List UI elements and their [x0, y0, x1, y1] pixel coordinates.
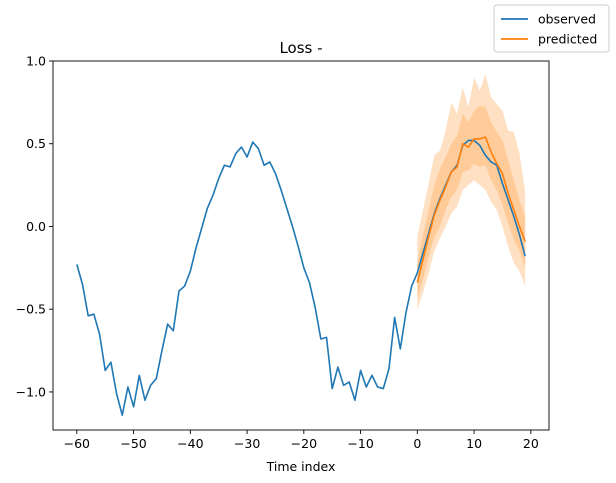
x-tick-label: −20: [291, 436, 317, 451]
chart-title: Loss -: [279, 39, 322, 57]
y-tick-label: 0.5: [26, 136, 46, 151]
x-tick-label: 0: [413, 436, 421, 451]
plot-area: [76, 74, 526, 416]
y-tick-label: 0.0: [26, 219, 46, 234]
legend: observed predicted: [493, 4, 610, 53]
x-tick-label: −60: [64, 436, 90, 451]
axes-frame: [52, 60, 550, 431]
x-tick-label: −30: [234, 436, 260, 451]
y-tick-label: 1.0: [26, 54, 46, 69]
legend-box: [493, 4, 610, 53]
x-tick-label: 10: [466, 436, 482, 451]
y-tick-label: −1.0: [16, 384, 46, 399]
inner-interval-band: [417, 105, 526, 300]
plot-content: [76, 74, 526, 416]
legend-label-observed: observed: [538, 12, 596, 27]
outer-interval-band: [417, 74, 526, 310]
x-tick-label: −50: [120, 436, 146, 451]
x-tick-label: −40: [177, 436, 203, 451]
ticks: −60 −50 −40 −30 −20 −10 0 10 20 −1.0 −0.5 0.0 0.5 1.0: [16, 54, 539, 452]
x-tick-label: 20: [523, 436, 539, 451]
legend-label-predicted: predicted: [538, 32, 597, 47]
x-tick-label: −10: [347, 436, 373, 451]
x-axis-label: Time index: [266, 459, 336, 474]
series-line-predicted: [416, 136, 526, 283]
y-tick-label: −0.5: [16, 302, 46, 317]
